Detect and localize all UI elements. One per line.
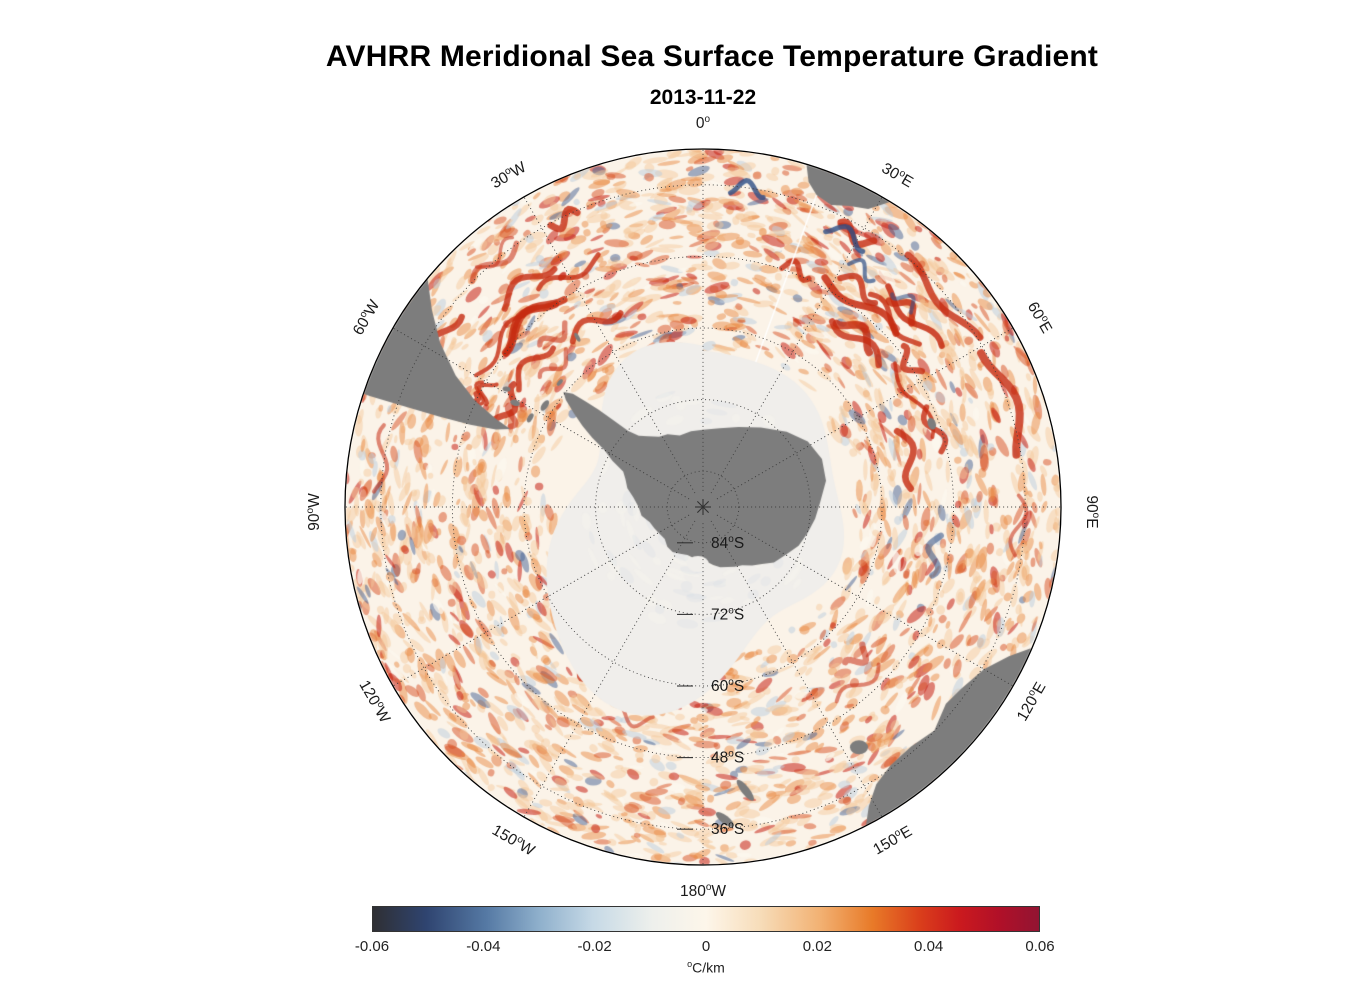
colorbar-tick-label: -0.02 (577, 938, 612, 955)
colorbar-tick-label: 0.04 (914, 938, 944, 955)
colorbar-tick-label: 0.06 (1025, 938, 1055, 955)
colorbar (372, 906, 1040, 932)
map-canvas (343, 147, 1063, 867)
colorbar-unit-sup: o (687, 959, 693, 969)
meridian-label: 90oE (1083, 495, 1101, 528)
colorbar-unit-text: C/km (692, 959, 725, 976)
colorbar-tick-label: -0.04 (466, 938, 501, 955)
meridian-label: 0o (696, 114, 711, 132)
colorbar-tick-label: 0 (701, 938, 711, 955)
meridian-label: 180oW (680, 882, 726, 900)
meridian-label: 90oW (305, 493, 323, 531)
colorbar-tick-label: -0.06 (354, 938, 390, 955)
colorbar-tick-label: 0.02 (802, 938, 832, 955)
chart-title: AVHRR Meridional Sea Surface Temperature… (325, 40, 1099, 73)
colorbar-unit-label: oC/km (687, 959, 725, 976)
chart-subtitle: 2013-11-22 (649, 86, 757, 109)
